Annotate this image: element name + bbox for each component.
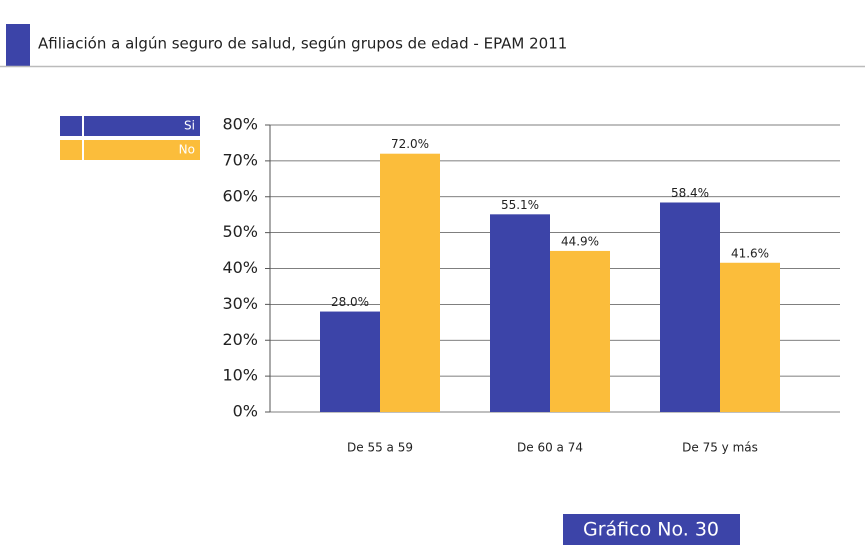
value-label: 72.0% (391, 137, 429, 151)
legend-swatch (60, 140, 200, 160)
y-tick-label: 80% (222, 115, 258, 134)
bar (490, 214, 550, 412)
value-label: 28.0% (331, 295, 369, 309)
header-block (6, 24, 30, 66)
bar (380, 153, 440, 412)
bar (720, 262, 780, 412)
y-tick-label: 0% (233, 402, 258, 421)
legend-label: No (179, 143, 195, 157)
y-tick-label: 30% (222, 294, 258, 313)
bar (320, 311, 380, 412)
y-tick-label: 70% (222, 150, 258, 169)
bar (550, 250, 610, 412)
caption: Gráfico No. 30 (583, 519, 719, 541)
bar (660, 202, 720, 412)
legend-label: Si (184, 119, 195, 133)
y-tick-label: 40% (222, 258, 258, 277)
value-label: 55.1% (501, 198, 539, 212)
x-tick-label: De 60 a 74 (517, 441, 583, 455)
value-label: 58.4% (671, 186, 709, 200)
caption-box (563, 514, 740, 545)
value-label: 41.6% (731, 246, 769, 260)
y-tick-label: 60% (222, 186, 258, 205)
y-tick-label: 50% (222, 222, 258, 241)
x-tick-label: De 75 y más (682, 441, 758, 455)
value-label: 44.9% (561, 234, 599, 248)
x-tick-label: De 55 a 59 (347, 441, 413, 455)
chart-title: Afiliación a algún seguro de salud, segú… (38, 35, 567, 53)
legend-swatch (60, 116, 200, 136)
y-tick-label: 10% (222, 366, 258, 385)
y-tick-label: 20% (222, 330, 258, 349)
